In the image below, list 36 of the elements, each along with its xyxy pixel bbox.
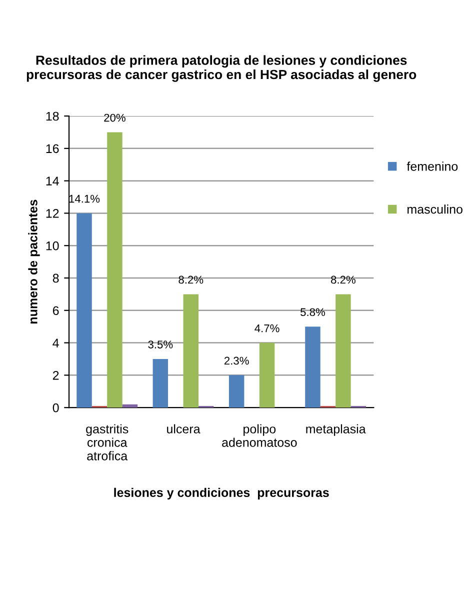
- bar: [228, 375, 244, 408]
- bar: [107, 132, 122, 408]
- y-tick-label: 0: [52, 403, 59, 412]
- annotation: 2.3%: [224, 356, 249, 365]
- x-tick-label: metaplasia: [306, 424, 366, 436]
- annotation: 20%: [104, 114, 126, 122]
- annotation: 8.2%: [178, 276, 204, 284]
- y-tick-label: 18: [46, 112, 59, 121]
- bar: [305, 326, 320, 408]
- bar: [152, 358, 168, 408]
- y-tick-label: 2: [52, 370, 59, 380]
- x-tick-label: ulcera: [167, 424, 200, 434]
- bar: [259, 342, 275, 408]
- annotation: 3.5%: [148, 340, 173, 348]
- annotation: 8.2%: [331, 276, 356, 284]
- annotation: 14.1%: [69, 194, 100, 203]
- chart-title: Resultados de primera patologia de lesiones y condiciones precursoras de cancer gastrico en el HSP asociadas al genero: [26, 55, 416, 82]
- annotation: 4.7%: [254, 324, 280, 332]
- bar: [336, 294, 351, 408]
- y-tick-label: 8: [52, 274, 59, 283]
- y-tick-label: 16: [46, 144, 59, 154]
- legend-label: femenino: [406, 162, 458, 171]
- bar: [76, 213, 92, 408]
- y-tick-label: 4: [52, 338, 59, 348]
- y-axis-title: numero de pacientes: [28, 200, 40, 324]
- y-tick-label: 10: [46, 241, 59, 250]
- y-tick-label: 6: [52, 306, 59, 316]
- bar: [183, 294, 198, 408]
- x-tick-label: gastritis cronica atrofica: [86, 424, 128, 460]
- y-tick-label: 12: [46, 209, 59, 218]
- legend-label: masculino: [408, 204, 462, 214]
- y-tick-label: 14: [46, 176, 59, 186]
- annotation: 5.8%: [300, 308, 325, 316]
- x-tick-label: polipo adenomatoso: [222, 424, 297, 447]
- bar: [122, 404, 138, 408]
- x-axis-title: lesiones y condiciones precursoras: [114, 488, 329, 500]
